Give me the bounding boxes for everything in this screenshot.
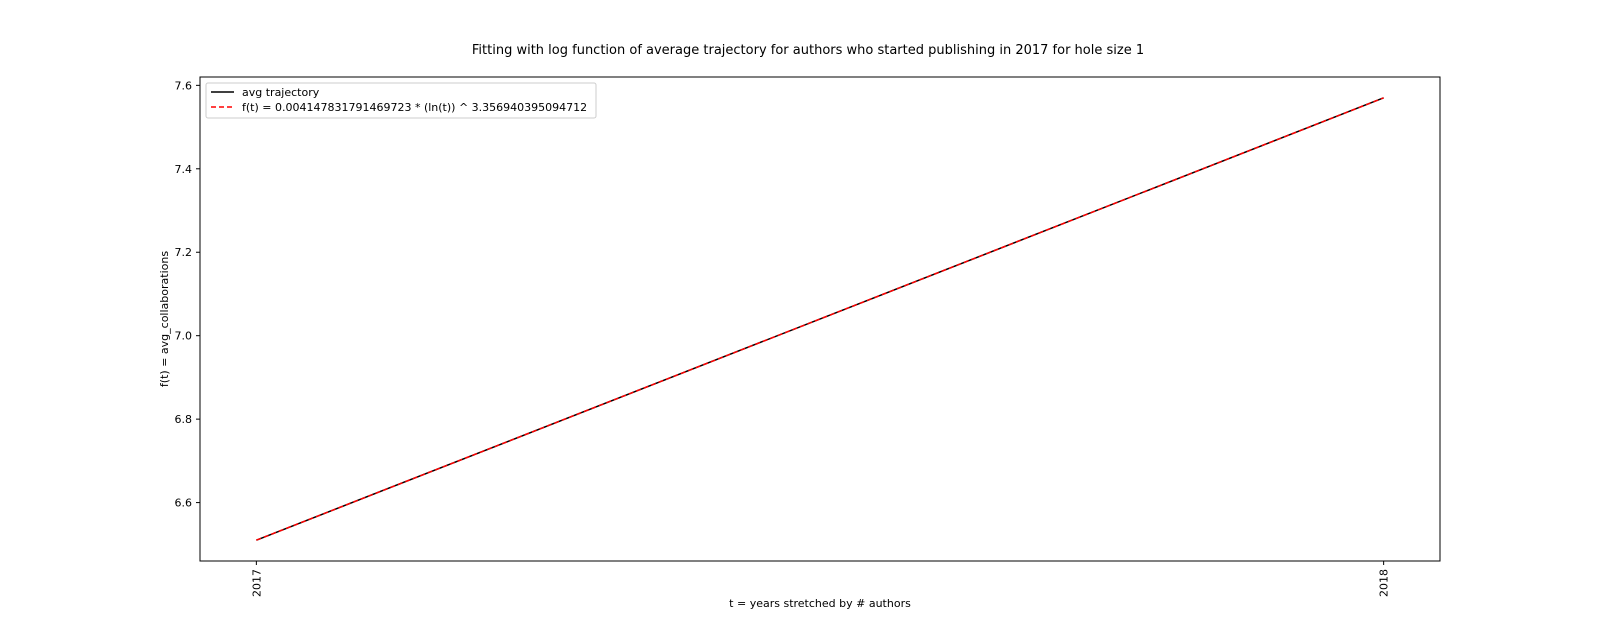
series-lines xyxy=(256,97,1384,541)
legend-entry-avg-trajectory: avg trajectory xyxy=(242,86,320,99)
y-axis-label: f(t) = avg_collaborations xyxy=(158,251,171,387)
y-tick-label: 7.4 xyxy=(175,163,193,176)
y-tick-label: 6.6 xyxy=(175,497,193,510)
chart-title: Fitting with log function of average tra… xyxy=(472,43,1144,58)
y-axis-ticks: 6.6 6.8 7.0 7.2 7.4 7.6 xyxy=(175,79,200,510)
y-tick-label: 7.2 xyxy=(175,246,193,259)
y-tick-label: 6.8 xyxy=(175,413,193,426)
x-tick-label: 2018 xyxy=(1378,569,1391,597)
x-axis-ticks: 2017 2018 xyxy=(250,561,1391,597)
y-tick-label: 7.6 xyxy=(175,79,193,92)
series-line-fit xyxy=(256,97,1384,541)
y-tick-label: 7.0 xyxy=(175,330,193,343)
legend-box xyxy=(205,82,597,119)
x-tick-label: 2017 xyxy=(250,569,263,597)
x-axis-label: t = years stretched by # authors xyxy=(729,597,911,610)
legend: avg trajectory f(t) = 0.0041478317914697… xyxy=(205,82,597,119)
legend-entry-fit: f(t) = 0.004147831791469723 * (ln(t)) ^ … xyxy=(242,101,587,114)
